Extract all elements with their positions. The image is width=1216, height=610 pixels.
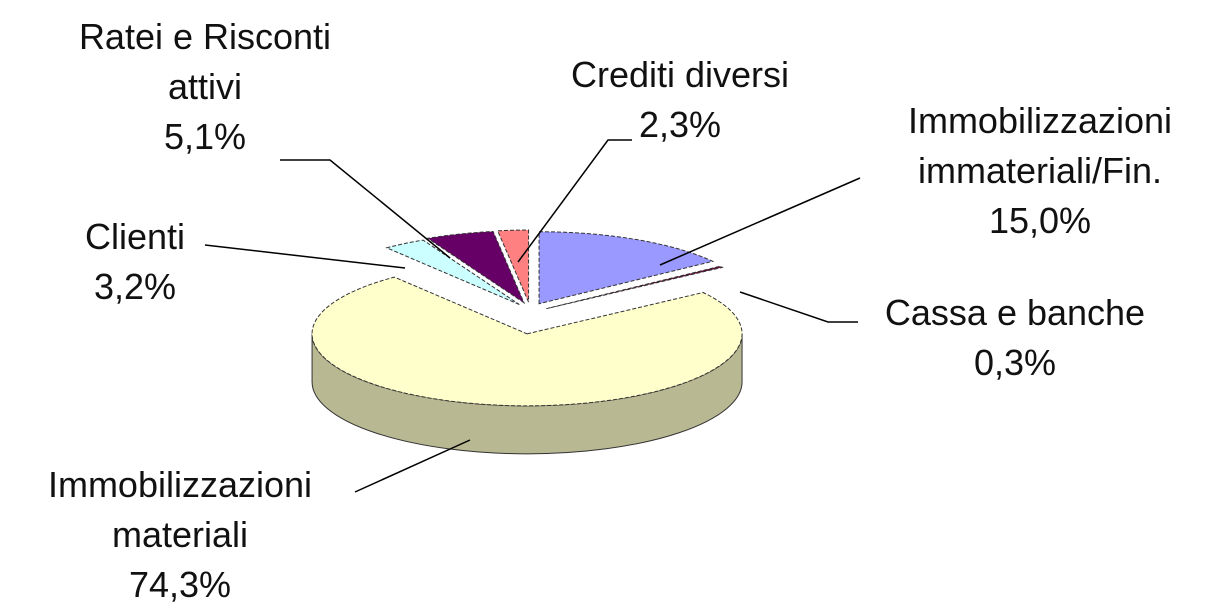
slice-label: Immobilizzazioni materiali 74,3%: [0, 460, 360, 610]
category-label: Clienti: [84, 216, 186, 257]
value-label: 5,1%: [163, 116, 247, 157]
slice-label: Cassa e banche 0,3%: [845, 288, 1185, 388]
slice: [496, 229, 530, 303]
leader-line: [204, 244, 406, 269]
value-label: 3,2%: [93, 266, 177, 307]
leader-line: [659, 177, 861, 266]
slice: [426, 230, 526, 305]
leader-line: [739, 291, 858, 323]
slice-label: Crediti diversi 2,3%: [520, 50, 840, 150]
category-label: Immobilizzazioni immateriali/Fin.: [907, 100, 1173, 191]
value-label: 15,0%: [988, 200, 1092, 241]
leader-line: [280, 159, 451, 259]
value-label: 74,3%: [128, 564, 232, 605]
leader-line: [354, 439, 471, 493]
slice-label: Immobilizzazioni immateriali/Fin. 15,0%: [870, 96, 1210, 246]
slice-label: Ratei e Risconti attivi 5,1%: [40, 12, 370, 162]
leader-line: [517, 139, 632, 263]
slice: [538, 231, 715, 305]
category-label: Ratei e Risconti attivi: [78, 16, 332, 107]
value-label: 2,3%: [638, 104, 722, 145]
slice: [385, 239, 520, 305]
slice-label: Clienti 3,2%: [60, 212, 210, 312]
category-label: Crediti diversi: [570, 54, 790, 95]
category-label: Immobilizzazioni materiali: [47, 464, 313, 555]
value-label: 0,3%: [973, 342, 1057, 383]
category-label: Cassa e banche: [884, 292, 1146, 333]
slice: [546, 265, 724, 310]
slice: [311, 276, 743, 407]
